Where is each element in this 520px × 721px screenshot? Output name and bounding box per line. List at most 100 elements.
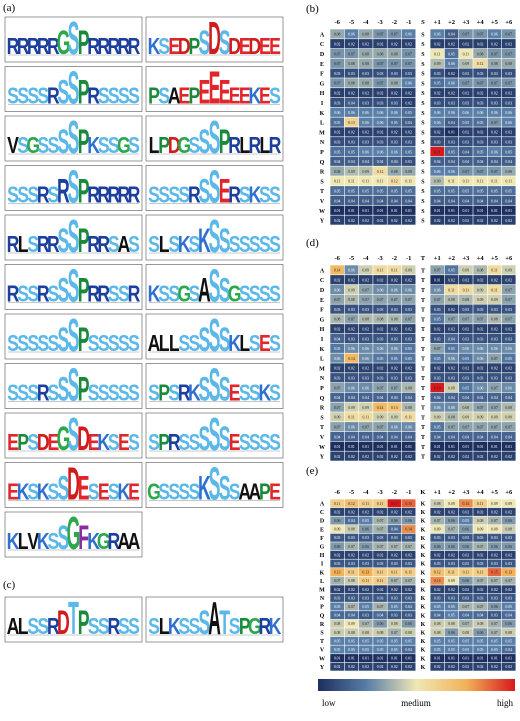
logo-letter: D <box>228 34 241 60</box>
cell-value: 0.04 <box>505 396 512 400</box>
cell-value: 0.05 <box>348 150 355 154</box>
cell-value: 0.08 <box>505 528 512 532</box>
cell-value: 0.06 <box>505 121 512 125</box>
heat-cell <box>344 559 359 568</box>
heat-cell <box>459 431 473 442</box>
heat-cell <box>430 68 445 78</box>
heat-cell <box>444 431 459 442</box>
heat-cell <box>401 382 416 393</box>
cell-value: 0.06 <box>448 82 455 86</box>
cell-value: 0.04 <box>477 396 484 400</box>
row-label: K <box>320 570 325 576</box>
logo-column: P <box>78 171 90 210</box>
heat-cell <box>401 58 416 68</box>
logo-column: R <box>269 133 282 159</box>
cell-value: 0.07 <box>377 545 384 549</box>
cell-value: 0.02 <box>362 219 369 223</box>
logo-column: S <box>269 331 281 357</box>
logo-column: S <box>58 220 70 259</box>
logo-letter: P <box>78 72 90 111</box>
heat-cell <box>444 619 459 628</box>
heat-cell <box>387 97 402 108</box>
cell-value: 0.05 <box>463 519 470 523</box>
logo-column: R <box>57 171 70 210</box>
logo-column: R <box>87 182 100 208</box>
column-header: +3 <box>462 255 470 262</box>
logo-column: G <box>26 133 40 159</box>
cell-value: 0.08 <box>505 406 512 410</box>
heat-cell <box>473 611 487 620</box>
cell-value: 0.06 <box>334 357 341 361</box>
cell-value: 0.07 <box>491 170 498 174</box>
heat-cell <box>473 353 487 363</box>
cell-value: 0.05 <box>391 639 398 643</box>
cell-value: 0.03 <box>448 562 455 566</box>
logo-letter: S <box>58 319 70 358</box>
logo-letter: D <box>178 34 191 60</box>
heat-cell <box>487 654 502 663</box>
heat-cell <box>330 353 344 363</box>
cell-value: 0.08 <box>362 62 369 66</box>
logo-column: S <box>269 430 281 456</box>
cell-value: 0.02 <box>448 219 455 223</box>
heat-cell <box>501 533 516 542</box>
heat-cell <box>373 559 387 568</box>
cell-value: 0.02 <box>377 278 384 282</box>
heat-cell <box>459 353 473 363</box>
cell-value: 0.02 <box>377 510 384 514</box>
row-label: Y <box>320 455 325 461</box>
column-header: K <box>420 489 425 496</box>
logo-column: S <box>219 319 231 358</box>
heat-cell <box>373 507 387 516</box>
logo-letter: P <box>158 430 170 456</box>
logo-column: S <box>209 409 221 461</box>
heat-cell <box>430 382 445 393</box>
logo-column: S <box>188 133 200 159</box>
logo-letter: L <box>169 331 180 357</box>
cell-value: 0.07 <box>334 82 341 86</box>
column-header: +5 <box>491 19 499 26</box>
heat-cell <box>358 324 373 334</box>
logo-letter: K <box>37 479 50 505</box>
logo-letter: E <box>229 380 241 406</box>
row-label: H <box>320 553 325 559</box>
cell-value: 0.03 <box>391 308 398 312</box>
logo-letter: R <box>37 281 50 307</box>
heat-cell <box>473 654 487 663</box>
heat-cell <box>430 275 445 285</box>
heat-cell <box>358 107 373 117</box>
heat-cell <box>344 507 359 516</box>
heat-cell <box>444 137 459 147</box>
heat-cell <box>358 628 373 637</box>
heat-cell <box>487 29 502 39</box>
logo-letter: E <box>7 479 19 505</box>
logo-letter: S <box>148 232 160 258</box>
cell-value: 0.09 <box>463 416 470 420</box>
logo-column: S <box>209 112 221 164</box>
heat-cell <box>344 29 359 39</box>
cell-value: 0.02 <box>348 219 355 223</box>
cell-value: 0.05 <box>334 648 341 652</box>
cell-value: 0.07 <box>377 605 384 609</box>
logo-column: S <box>219 418 231 457</box>
cell-value: 0.03 <box>505 101 512 105</box>
logo-letter: S <box>249 232 261 258</box>
cell-value: 0.04 <box>334 160 341 164</box>
heat-cell <box>401 662 416 671</box>
logo-letter: R <box>7 232 20 258</box>
heat-cell <box>344 654 359 663</box>
cell-value: 0.02 <box>362 278 369 282</box>
heat-cell <box>501 353 516 363</box>
logo-letter: P <box>78 369 90 408</box>
cell-value: 0.02 <box>477 278 484 282</box>
cell-value: 0.05 <box>391 357 398 361</box>
heat-cell <box>459 628 473 637</box>
logo-letter: S <box>158 281 170 307</box>
logo-letter: S <box>249 281 261 307</box>
cell-value: 0.05 <box>463 121 470 125</box>
cell-value: 0.04 <box>434 160 441 164</box>
heat-cell <box>459 29 473 39</box>
logo-column: P <box>78 602 90 641</box>
heat-cell <box>330 29 344 39</box>
cell-value: 0.03 <box>491 101 498 105</box>
